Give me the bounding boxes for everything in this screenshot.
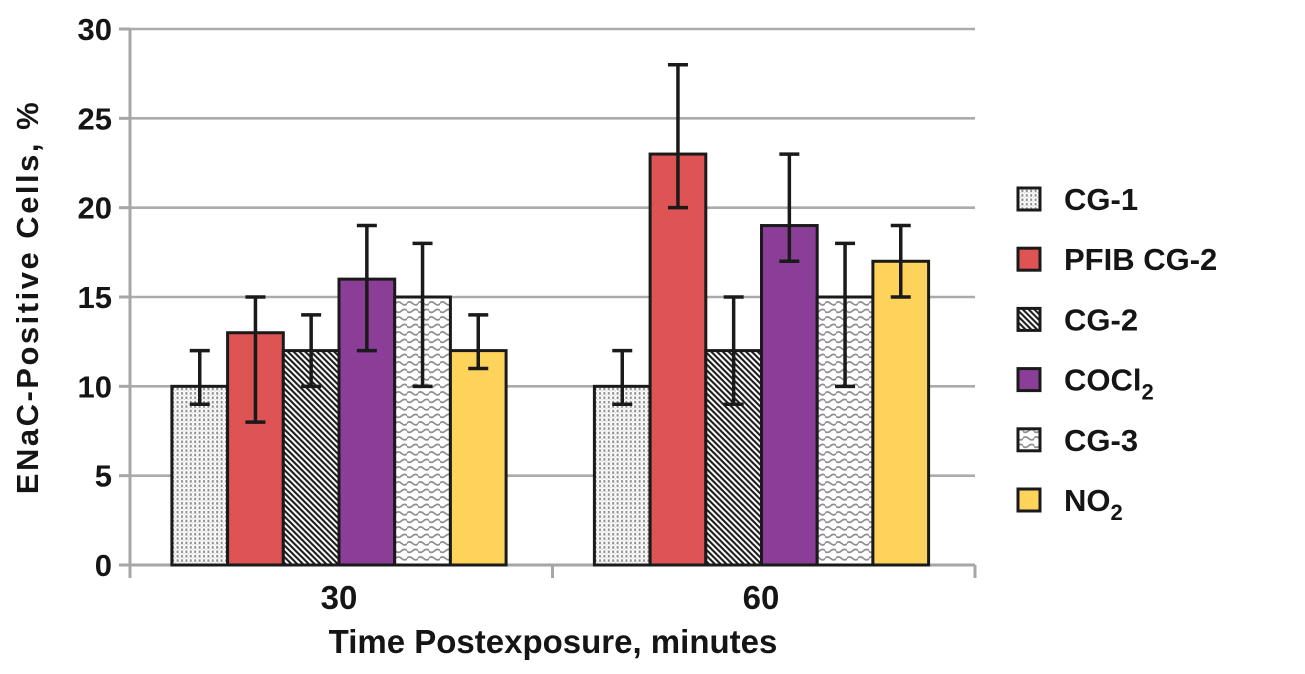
legend-swatch-no2 [1016,487,1042,513]
y-tick-label-20: 20 [78,191,112,226]
legend-label-cg-2: CG-2 [1064,302,1138,337]
error-bar-cg-2-30 [301,313,322,389]
error-bar-cg-1-60 [612,348,633,406]
error-bar-pfib-cg-2-60 [667,62,688,210]
bar-layer [170,62,931,567]
error-bar-no2-30 [468,313,489,371]
legend-label-cg-1: CG-1 [1064,182,1138,217]
bar-cg-1-60 [592,384,652,567]
bar-no2-60 [871,259,931,567]
legend-label-cg-3: CG-3 [1064,423,1138,458]
legend-swatch-cg-1 [1016,186,1042,212]
error-bar-cocl2-60 [779,152,800,264]
legend-item-cg-3: CG-3 [1016,423,1138,458]
error-bar-cg-3-30 [412,241,433,389]
legend-swatch-pfib-cg-2 [1016,246,1042,272]
bar-pfib-cg-2-60 [648,152,708,567]
error-bar-cocl2-30 [356,223,377,353]
legend-label-pfib-cg-2: PFIB CG-2 [1064,242,1217,277]
y-tick-label-0: 0 [95,548,112,583]
legend-swatch-cg-2 [1016,306,1042,332]
bar-cocl2-60 [760,224,819,567]
legend-swatch-cg-3 [1016,427,1042,453]
error-bar-cg-2-60 [723,295,744,406]
legend-swatch-cocl2 [1016,367,1042,393]
error-bar-cg-3-60 [835,241,856,389]
bar-no2-30 [448,349,508,567]
y-axis-title: ENaC-Positive Cells, % [10,100,45,494]
y-tick-label-30: 30 [78,12,112,47]
x-axis-title: Time Postexposure, minutes [329,623,778,660]
legend-label-no2: NO2 [1064,483,1123,525]
legend-item-cocl2: COCl2 [1016,363,1154,405]
y-tick-label-layer: 0 5 10 15 20 25 30 [78,12,112,583]
x-category-label-60: 60 [743,579,780,616]
y-tick-label-25: 25 [78,101,112,136]
legend-label-cocl2: COCl2 [1064,363,1154,405]
legend-item-cg-2: CG-2 [1016,302,1138,337]
legend-item-cg-1: CG-1 [1016,182,1138,217]
y-tick-label-15: 15 [78,280,112,315]
y-tick-label-5: 5 [95,459,112,494]
x-category-label-30: 30 [321,579,358,616]
legend-item-no2: NO2 [1016,483,1123,525]
error-bar-pfib-cg-2-30 [245,295,266,424]
legend: CG-1 PFIB CG-2 CG-2 COCl2 CG-3 NO2 [1016,182,1217,525]
error-bar-cg-1-30 [189,348,210,406]
error-bar-no2-60 [890,223,911,299]
bar-cg-1-30 [170,384,230,567]
legend-item-pfib-cg-2: PFIB CG-2 [1016,242,1217,277]
y-tick-label-10: 10 [78,369,112,404]
